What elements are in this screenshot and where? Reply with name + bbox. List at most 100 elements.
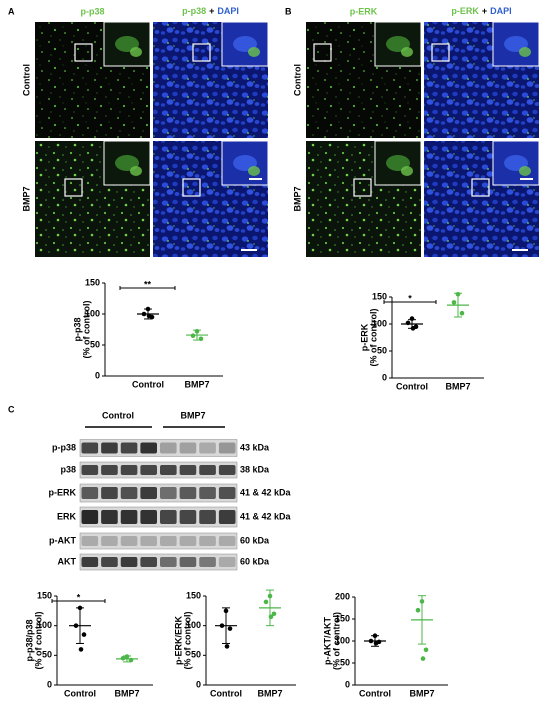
blot-strip [79, 553, 238, 571]
blot-band [160, 557, 177, 567]
significance-label: ** [144, 279, 152, 289]
blot-band [120, 442, 138, 454]
roi-box [74, 43, 93, 62]
blot-label: p-AKT [49, 535, 76, 545]
y-axis-label: p-ERK [359, 323, 369, 351]
data-point [423, 647, 429, 653]
data-point [128, 657, 134, 663]
header-part: DAPI [490, 6, 512, 16]
data-point [227, 626, 233, 631]
y-axis-label: (% of control) [33, 612, 43, 670]
blot-band [199, 557, 216, 567]
y-axis-label: (% of control) [368, 309, 378, 367]
roi-box [64, 178, 83, 197]
group-header: Control [102, 410, 134, 420]
y-tick-label: 100 [37, 620, 52, 630]
blot-band [81, 442, 99, 454]
header-part: + [482, 6, 487, 16]
x-tick-label: BMP7 [257, 688, 282, 698]
roi-box [431, 43, 450, 62]
x-tick-label: Control [64, 688, 96, 698]
row-label: Control [292, 64, 302, 96]
column-header: p-p38 [80, 6, 104, 16]
blot-size: 43 kDa [240, 442, 270, 452]
row-label: BMP7 [21, 186, 31, 211]
inset-cell [130, 166, 142, 176]
data-point [219, 623, 225, 628]
y-tick-label: 100 [372, 318, 387, 328]
row-label: BMP7 [292, 186, 302, 211]
column-header: p-ERK [350, 6, 378, 16]
inset-cell [519, 47, 531, 57]
blot-band [120, 510, 138, 524]
data-point [145, 306, 151, 312]
y-axis-label: (% of control) [331, 612, 341, 670]
blot-strip [79, 483, 238, 503]
data-point [73, 623, 79, 628]
data-point [410, 326, 416, 331]
blot-band [179, 442, 197, 454]
roi-box [313, 43, 332, 62]
header-part: p-p38 [182, 6, 206, 16]
blot-band [81, 557, 99, 567]
blot-band [218, 536, 236, 546]
blot-band [179, 510, 197, 524]
blot-band [120, 465, 138, 475]
blot-label: ERK [57, 511, 77, 521]
header-part: + [209, 6, 214, 16]
panel-letter: B [285, 6, 292, 16]
blot-band [179, 487, 197, 499]
blot-band [218, 510, 236, 524]
blot-band [218, 557, 236, 567]
data-point [459, 310, 465, 316]
blot-size: 60 kDa [240, 556, 270, 566]
y-tick-label: 100 [186, 620, 201, 630]
blot-band [81, 510, 99, 524]
x-tick-label: Control [132, 379, 164, 389]
roi-box [471, 178, 490, 197]
y-tick-label: 150 [186, 590, 201, 600]
panel-letter: C [8, 404, 15, 414]
blot-band [120, 536, 138, 546]
blot-band [140, 536, 157, 546]
data-point [455, 292, 461, 297]
data-point [223, 608, 229, 614]
blot-strip [79, 506, 238, 528]
blot-band [140, 510, 157, 524]
row-label: Control [21, 64, 31, 96]
blot-band [160, 487, 177, 499]
y-axis-label: p-p38 [72, 317, 82, 341]
panel-letter: A [8, 6, 15, 16]
data-point [198, 336, 204, 342]
blot-band [81, 536, 99, 546]
y-tick-label: 100 [85, 308, 100, 318]
blot-band [101, 557, 118, 567]
data-point [373, 640, 379, 646]
blot-band [199, 465, 216, 475]
data-point [415, 607, 421, 613]
inset-cell [519, 166, 531, 176]
data-point [372, 633, 378, 639]
inset-cell [401, 166, 413, 176]
y-axis-label: p-ERK/ERK [173, 616, 183, 665]
data-point [141, 311, 147, 317]
y-axis-label: p-p38/p38 [24, 619, 34, 661]
blot-band [101, 465, 118, 475]
blot-band [160, 465, 177, 475]
blot-band [101, 536, 118, 546]
y-tick-label: 150 [335, 613, 350, 623]
y-tick-label: 150 [372, 291, 387, 301]
data-point [263, 599, 269, 605]
blot-band [218, 442, 236, 454]
group-header: BMP7 [180, 410, 205, 420]
blot-label: p-ERK [49, 487, 77, 497]
blot-strip [79, 461, 238, 479]
blot-band [140, 442, 157, 454]
inset-cell [248, 166, 260, 176]
blot-band [120, 487, 138, 499]
blot-band [218, 465, 236, 475]
blot-band [140, 487, 157, 499]
data-point [271, 611, 277, 617]
